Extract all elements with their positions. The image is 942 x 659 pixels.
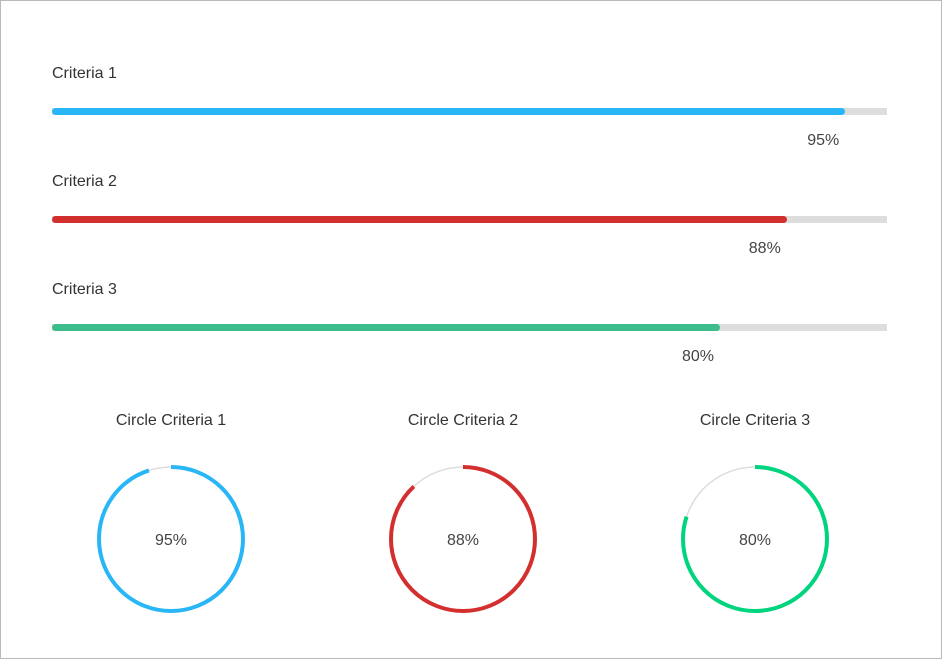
- progress-value: 95%: [807, 132, 840, 149]
- circle-title: Circle Criteria 3: [699, 412, 811, 429]
- circle-value: 80%: [738, 532, 772, 549]
- circle-criteria-3: Circle Criteria 3 80%: [675, 411, 835, 631]
- progress-label: Criteria 2: [52, 173, 117, 190]
- circle-criteria-1: Circle Criteria 1 95%: [91, 411, 251, 631]
- progress-track: [52, 216, 887, 223]
- progress-track: [52, 108, 887, 115]
- progress-label: Criteria 3: [52, 281, 117, 298]
- progress-value: 80%: [681, 348, 714, 365]
- circle-fill: [681, 465, 829, 613]
- circle-value: 95%: [154, 532, 188, 549]
- progress-fill: [52, 108, 846, 115]
- circle-progress-ring: [681, 465, 829, 613]
- progress-fill: [52, 216, 787, 223]
- circle-title: Circle Criteria 1: [115, 412, 227, 429]
- circle-fill: [97, 465, 245, 613]
- circle-criteria-2: Circle Criteria 2 88%: [383, 411, 543, 631]
- progress-fill: [52, 324, 720, 331]
- progress-value: 88%: [748, 240, 781, 257]
- circle-progress-ring: [97, 465, 245, 613]
- circle-fill: [389, 465, 537, 613]
- progress-track: [52, 324, 887, 331]
- circle-value: 88%: [446, 532, 480, 549]
- circle-progress-ring: [389, 465, 537, 613]
- progress-label: Criteria 1: [52, 65, 117, 82]
- circle-title: Circle Criteria 2: [407, 412, 519, 429]
